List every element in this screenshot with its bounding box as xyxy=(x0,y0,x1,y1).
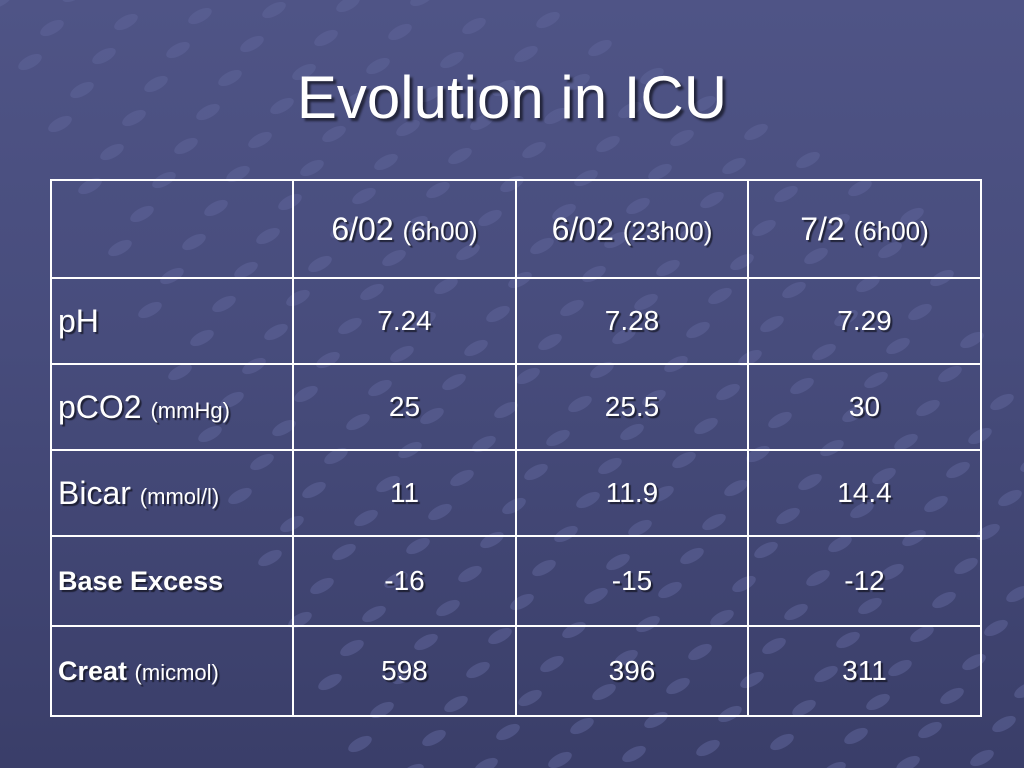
row-label-base-excess: Base Excess xyxy=(50,535,294,627)
background-dot xyxy=(462,17,486,35)
header-empty-cell xyxy=(50,179,294,279)
background-dot xyxy=(448,147,472,165)
table-row-bicar: Bicar (mmol/l) 11 11.9 14.4 xyxy=(50,449,982,537)
header-date: 6/02 xyxy=(551,210,614,247)
background-dot xyxy=(570,717,594,735)
row-label: Creat xyxy=(58,655,128,686)
header-time: (6h00) xyxy=(402,215,478,246)
background-dot xyxy=(796,151,820,169)
row-label-creat: Creat (micmol) xyxy=(50,625,294,717)
slide-title: Evolution in ICU xyxy=(296,64,728,131)
row-label: Base Excess xyxy=(58,565,224,596)
background-dot xyxy=(984,619,1008,637)
table-cell: -15 xyxy=(515,535,749,627)
background-dot xyxy=(388,23,412,41)
background-dot xyxy=(336,0,360,13)
table-cell: 11.9 xyxy=(515,449,749,537)
background-dot xyxy=(1014,681,1024,699)
background-dot xyxy=(896,755,920,768)
table-cell: 14.4 xyxy=(747,449,982,537)
table-cell: 7.29 xyxy=(747,277,982,365)
background-dot xyxy=(314,29,338,47)
background-dot xyxy=(484,0,508,1)
row-label: pCO2 xyxy=(58,388,142,425)
row-unit: (mmol/l) xyxy=(139,483,220,509)
header-cell-col-1: 6/02 (6h00) xyxy=(292,179,517,279)
table-header-row: 6/02 (6h00) 6/02 (23h00) 7/2 (6h00) xyxy=(50,179,982,279)
background-dot xyxy=(188,7,212,25)
background-dot xyxy=(1006,585,1024,603)
background-dot xyxy=(770,733,794,751)
table-cell: 30 xyxy=(747,363,982,451)
table-cell: 7.28 xyxy=(515,277,749,365)
row-unit: (mmHg) xyxy=(150,397,230,423)
background-dot xyxy=(722,157,746,175)
background-dot xyxy=(918,721,942,739)
row-label-ph: pH xyxy=(50,277,294,365)
background-dot xyxy=(990,393,1014,411)
row-label: Bicar xyxy=(58,474,131,511)
background-dot xyxy=(374,153,398,171)
background-dot xyxy=(240,35,264,53)
header-date: 6/02 xyxy=(331,210,394,247)
background-dot xyxy=(262,1,286,19)
background-dot xyxy=(114,13,138,31)
background-dot xyxy=(522,141,546,159)
header-cell-col-2: 6/02 (23h00) xyxy=(515,179,749,279)
background-dot xyxy=(748,767,772,768)
header-cell-col-3: 7/2 (6h00) xyxy=(747,179,982,279)
row-label-bicar: Bicar (mmol/l) xyxy=(50,449,294,537)
background-dot xyxy=(422,729,446,747)
row-label: pH xyxy=(58,302,99,339)
background-dot xyxy=(536,11,560,29)
background-dot xyxy=(844,727,868,745)
background-dot xyxy=(62,0,86,3)
background-dot xyxy=(300,159,324,177)
table-cell: 11 xyxy=(292,449,517,537)
table-cell: 25.5 xyxy=(515,363,749,451)
row-unit: (micmol) xyxy=(134,659,219,685)
table-cell: 396 xyxy=(515,625,749,717)
table-row-creat: Creat (micmol) 598 396 311 xyxy=(50,625,982,717)
header-date: 7/2 xyxy=(800,210,845,247)
background-dot xyxy=(970,749,994,767)
table-cell: -12 xyxy=(747,535,982,627)
table-cell: 311 xyxy=(747,625,982,717)
table-cell: 598 xyxy=(292,625,517,717)
background-dot xyxy=(696,739,720,757)
header-time: (6h00) xyxy=(853,215,929,246)
background-dot xyxy=(410,0,434,7)
background-dot xyxy=(548,751,572,768)
table-row-pco2: pCO2 (mmHg) 25 25.5 30 xyxy=(50,363,982,451)
background-dot xyxy=(174,137,198,155)
table-row-ph: pH 7.24 7.28 7.29 xyxy=(50,277,982,365)
background-dot xyxy=(40,19,64,37)
background-dot xyxy=(0,0,12,9)
background-dot xyxy=(822,761,846,768)
header-time: (23h00) xyxy=(622,215,713,246)
background-dot xyxy=(588,39,612,57)
background-dot xyxy=(1020,455,1024,473)
background-dot xyxy=(348,735,372,753)
icu-evolution-table: 6/02 (6h00) 6/02 (23h00) 7/2 (6h00) pH 7… xyxy=(50,179,982,717)
table-cell: -16 xyxy=(292,535,517,627)
background-dot xyxy=(496,723,520,741)
background-dot xyxy=(100,143,124,161)
row-label-pco2: pCO2 (mmHg) xyxy=(50,363,294,451)
background-dot xyxy=(992,715,1016,733)
table-cell: 7.24 xyxy=(292,277,517,365)
background-dot xyxy=(998,489,1022,507)
background-dot xyxy=(474,757,498,768)
table-cell: 25 xyxy=(292,363,517,451)
background-dot xyxy=(622,745,646,763)
table-row-base-excess: Base Excess -16 -15 -12 xyxy=(50,535,982,627)
background-dot xyxy=(400,763,424,768)
